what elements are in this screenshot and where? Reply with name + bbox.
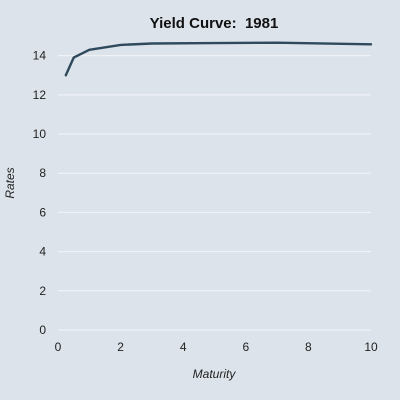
y-tick-label: 12 [33,88,47,102]
chart-title: Yield Curve: 1981 [150,15,279,32]
y-tick-label: 10 [33,127,47,141]
y-tick-label: 14 [33,49,47,63]
y-tick-labels: 0 2 4 6 8 10 12 14 [33,49,47,337]
x-tick-label: 4 [180,340,187,354]
y-tick-label: 6 [39,205,46,219]
series-layer [64,41,373,77]
x-tick-labels: 0 2 4 6 8 10 [55,340,378,354]
y-axis-label: Rates [3,167,17,198]
y-tick-label: 8 [39,166,46,180]
y-tick-label: 4 [39,245,46,259]
y-tick-label: 2 [39,284,46,298]
x-tick-label: 0 [55,340,62,354]
x-tick-label: 6 [242,340,249,354]
yield-curve-line [64,41,373,77]
x-tick-label: 8 [305,340,312,354]
x-axis-label: Maturity [193,367,237,381]
x-tick-label: 10 [364,340,378,354]
x-tick-label: 2 [117,340,124,354]
grid-lines [58,55,371,331]
y-tick-label: 0 [39,323,46,337]
